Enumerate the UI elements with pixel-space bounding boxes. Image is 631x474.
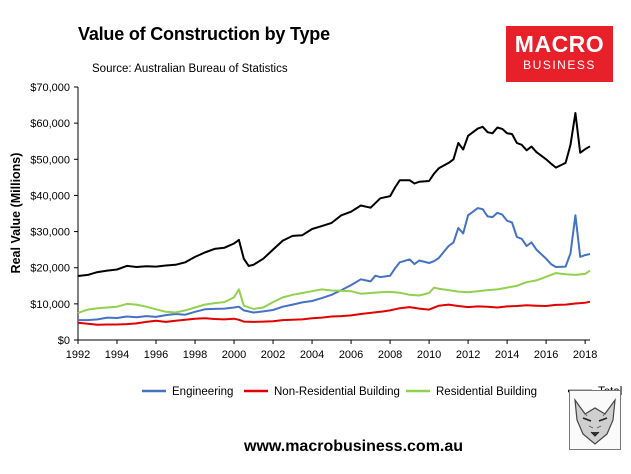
series-lines <box>77 112 591 326</box>
y-tick-label: $0 <box>58 335 70 347</box>
legend: Engineering Non-Residential Building Resid… <box>142 386 622 398</box>
x-tick-label: 2000 <box>222 349 246 361</box>
macrobusiness-logo[interactable]: MACRO BUSINESS <box>506 26 613 82</box>
x-tick-label: 2002 <box>261 349 285 361</box>
x-tick-label: 2012 <box>456 349 480 361</box>
series-line-non-residential-building <box>77 300 591 326</box>
y-tick-label: $30,000 <box>30 227 70 239</box>
legend-label: Non-Residential Building <box>274 386 400 398</box>
x-tick-label: 2010 <box>417 349 441 361</box>
series-line-residential-building <box>77 269 591 314</box>
x-tick-label: 2008 <box>378 349 402 361</box>
chart-title: Value of Construction by Type <box>78 24 330 44</box>
x-tick-label: 1996 <box>144 349 168 361</box>
y-axis-title: Real Value (Millions) <box>9 153 23 274</box>
x-tick-label: 1998 <box>183 349 207 361</box>
wolf-mascot-icon <box>569 390 621 450</box>
x-tick-label: 1992 <box>66 349 90 361</box>
x-tick-label: 1994 <box>105 349 129 361</box>
logo-line-1: MACRO <box>514 31 605 57</box>
series-line-total <box>77 112 591 277</box>
y-tick-label: $20,000 <box>30 263 70 275</box>
x-tick-label: 2006 <box>339 349 363 361</box>
axes: $0 $10,000 $20,000 $30,000 $40,000 $50,000 $60… <box>30 82 597 361</box>
y-tick-label: $60,000 <box>30 118 70 130</box>
y-tick-label: $70,000 <box>30 82 70 94</box>
x-tick-label: 2014 <box>495 349 519 361</box>
y-tick-label: $40,000 <box>30 190 70 202</box>
legend-label: Engineering <box>172 386 233 398</box>
footer-url[interactable]: www.macrobusiness.com.au <box>244 438 464 455</box>
x-tick-label: 2016 <box>534 349 558 361</box>
x-tick-label: 2018 <box>573 349 597 361</box>
y-tick-label: $10,000 <box>30 299 70 311</box>
y-tick-label: $50,000 <box>30 154 70 166</box>
legend-label: Residential Building <box>436 386 537 398</box>
series-line-engineering <box>78 207 591 322</box>
x-tick-label: 2004 <box>300 349 324 361</box>
chart-source: Source: Australian Bureau of Statistics <box>92 63 288 75</box>
logo-line-2: BUSINESS <box>523 58 596 72</box>
